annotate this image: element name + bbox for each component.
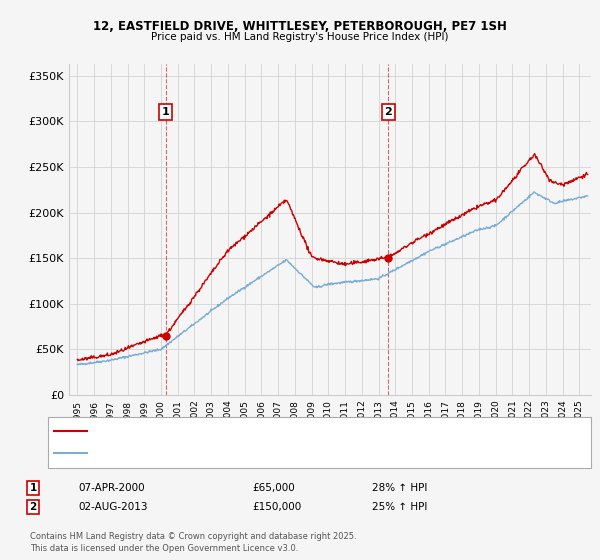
Text: HPI: Average price, semi-detached house, Fenland: HPI: Average price, semi-detached house,… — [93, 449, 321, 458]
Text: 28% ↑ HPI: 28% ↑ HPI — [372, 483, 427, 493]
Text: 2: 2 — [385, 108, 392, 117]
Text: 1: 1 — [29, 483, 37, 493]
Text: 12, EASTFIELD DRIVE, WHITTLESEY, PETERBOROUGH, PE7 1SH: 12, EASTFIELD DRIVE, WHITTLESEY, PETERBO… — [93, 20, 507, 32]
Text: £65,000: £65,000 — [252, 483, 295, 493]
Text: 25% ↑ HPI: 25% ↑ HPI — [372, 502, 427, 512]
Text: 02-AUG-2013: 02-AUG-2013 — [78, 502, 148, 512]
Text: Price paid vs. HM Land Registry's House Price Index (HPI): Price paid vs. HM Land Registry's House … — [151, 32, 449, 42]
Text: 12, EASTFIELD DRIVE, WHITTLESEY, PETERBOROUGH, PE7 1SH (semi-detached house): 12, EASTFIELD DRIVE, WHITTLESEY, PETERBO… — [93, 427, 482, 436]
Text: £150,000: £150,000 — [252, 502, 301, 512]
Text: 2: 2 — [29, 502, 37, 512]
Text: 07-APR-2000: 07-APR-2000 — [78, 483, 145, 493]
Text: 1: 1 — [161, 108, 169, 117]
Text: Contains HM Land Registry data © Crown copyright and database right 2025.
This d: Contains HM Land Registry data © Crown c… — [30, 532, 356, 553]
